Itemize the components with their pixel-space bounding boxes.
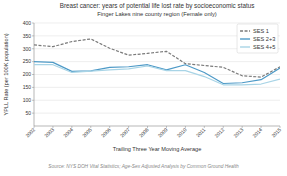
- y-tick-label: 100: [23, 97, 32, 103]
- legend: SES 1 SES 2+3 SES 4+5: [237, 24, 278, 53]
- x-tick-label: 2011: [195, 126, 207, 138]
- x-tick-label: 2015: [270, 126, 282, 138]
- x-tick-label: 2013: [232, 126, 244, 138]
- x-tick: [261, 126, 262, 128]
- source: Source: NYS DOH Vital Statistics; Age-Se…: [48, 164, 239, 169]
- x-tick-label: 2014: [251, 126, 263, 138]
- grid-line: [34, 100, 280, 101]
- x-tick: [223, 126, 224, 128]
- x-axis-label: Trailing Three Year Moving Average: [113, 146, 202, 152]
- legend-frame: [237, 24, 278, 53]
- x-tick: [280, 126, 281, 128]
- y-tick-label: 250: [23, 58, 32, 64]
- y-tick-label: 50: [25, 110, 31, 116]
- y-tick-label: 200: [23, 71, 32, 77]
- y-tick-label: 150: [23, 84, 32, 90]
- y-axis-label: YPLL Rate (per 100K population): [3, 33, 9, 115]
- y-tick-label: 350: [23, 33, 32, 39]
- grid-line: [34, 113, 280, 114]
- legend-swatch: [240, 46, 250, 47]
- grid-line: [34, 74, 280, 75]
- x-tick: [147, 126, 148, 128]
- x-tick-label: 2002: [24, 126, 36, 138]
- legend-label: SES 1: [253, 28, 269, 34]
- x-tick: [71, 126, 72, 128]
- grid-line: [34, 87, 280, 88]
- legend-swatch: [240, 30, 250, 31]
- x-tick: [185, 126, 186, 128]
- x-tick-label: 2010: [175, 126, 187, 138]
- x-tick-label: 2008: [138, 126, 150, 138]
- x-axis-line: [34, 126, 280, 127]
- legend-swatch: [240, 38, 250, 39]
- x-tick: [166, 126, 167, 128]
- x-tick-label: 2006: [100, 126, 112, 138]
- legend-label: SES 4+5: [253, 44, 275, 50]
- grid-line: [34, 61, 280, 62]
- x-tick-label: 2009: [157, 126, 169, 138]
- x-tick-label: 2003: [43, 126, 55, 138]
- title: Breast cancer: years of potential life l…: [60, 2, 255, 10]
- series-line: [34, 65, 280, 85]
- x-tick: [34, 126, 35, 128]
- x-tick-label: 2012: [213, 126, 225, 138]
- x-tick-label: 2007: [119, 126, 131, 138]
- x-tick-label: 2005: [81, 126, 93, 138]
- x-tick: [109, 126, 110, 128]
- y-axis-line: [34, 23, 35, 126]
- chart: Breast cancer: years of potential life l…: [0, 0, 287, 176]
- x-tick: [128, 126, 129, 128]
- subtitle: Finger Lakes nine county region (Female …: [97, 11, 217, 17]
- y-tick-label: 300: [23, 46, 32, 52]
- x-tick-label: 2004: [62, 126, 74, 138]
- grid-line: [34, 23, 280, 24]
- y-tick-label: 400: [23, 20, 32, 26]
- x-tick: [204, 126, 205, 128]
- legend-label: SES 2+3: [253, 36, 275, 42]
- x-tick: [52, 126, 53, 128]
- x-tick: [242, 126, 243, 128]
- x-tick: [90, 126, 91, 128]
